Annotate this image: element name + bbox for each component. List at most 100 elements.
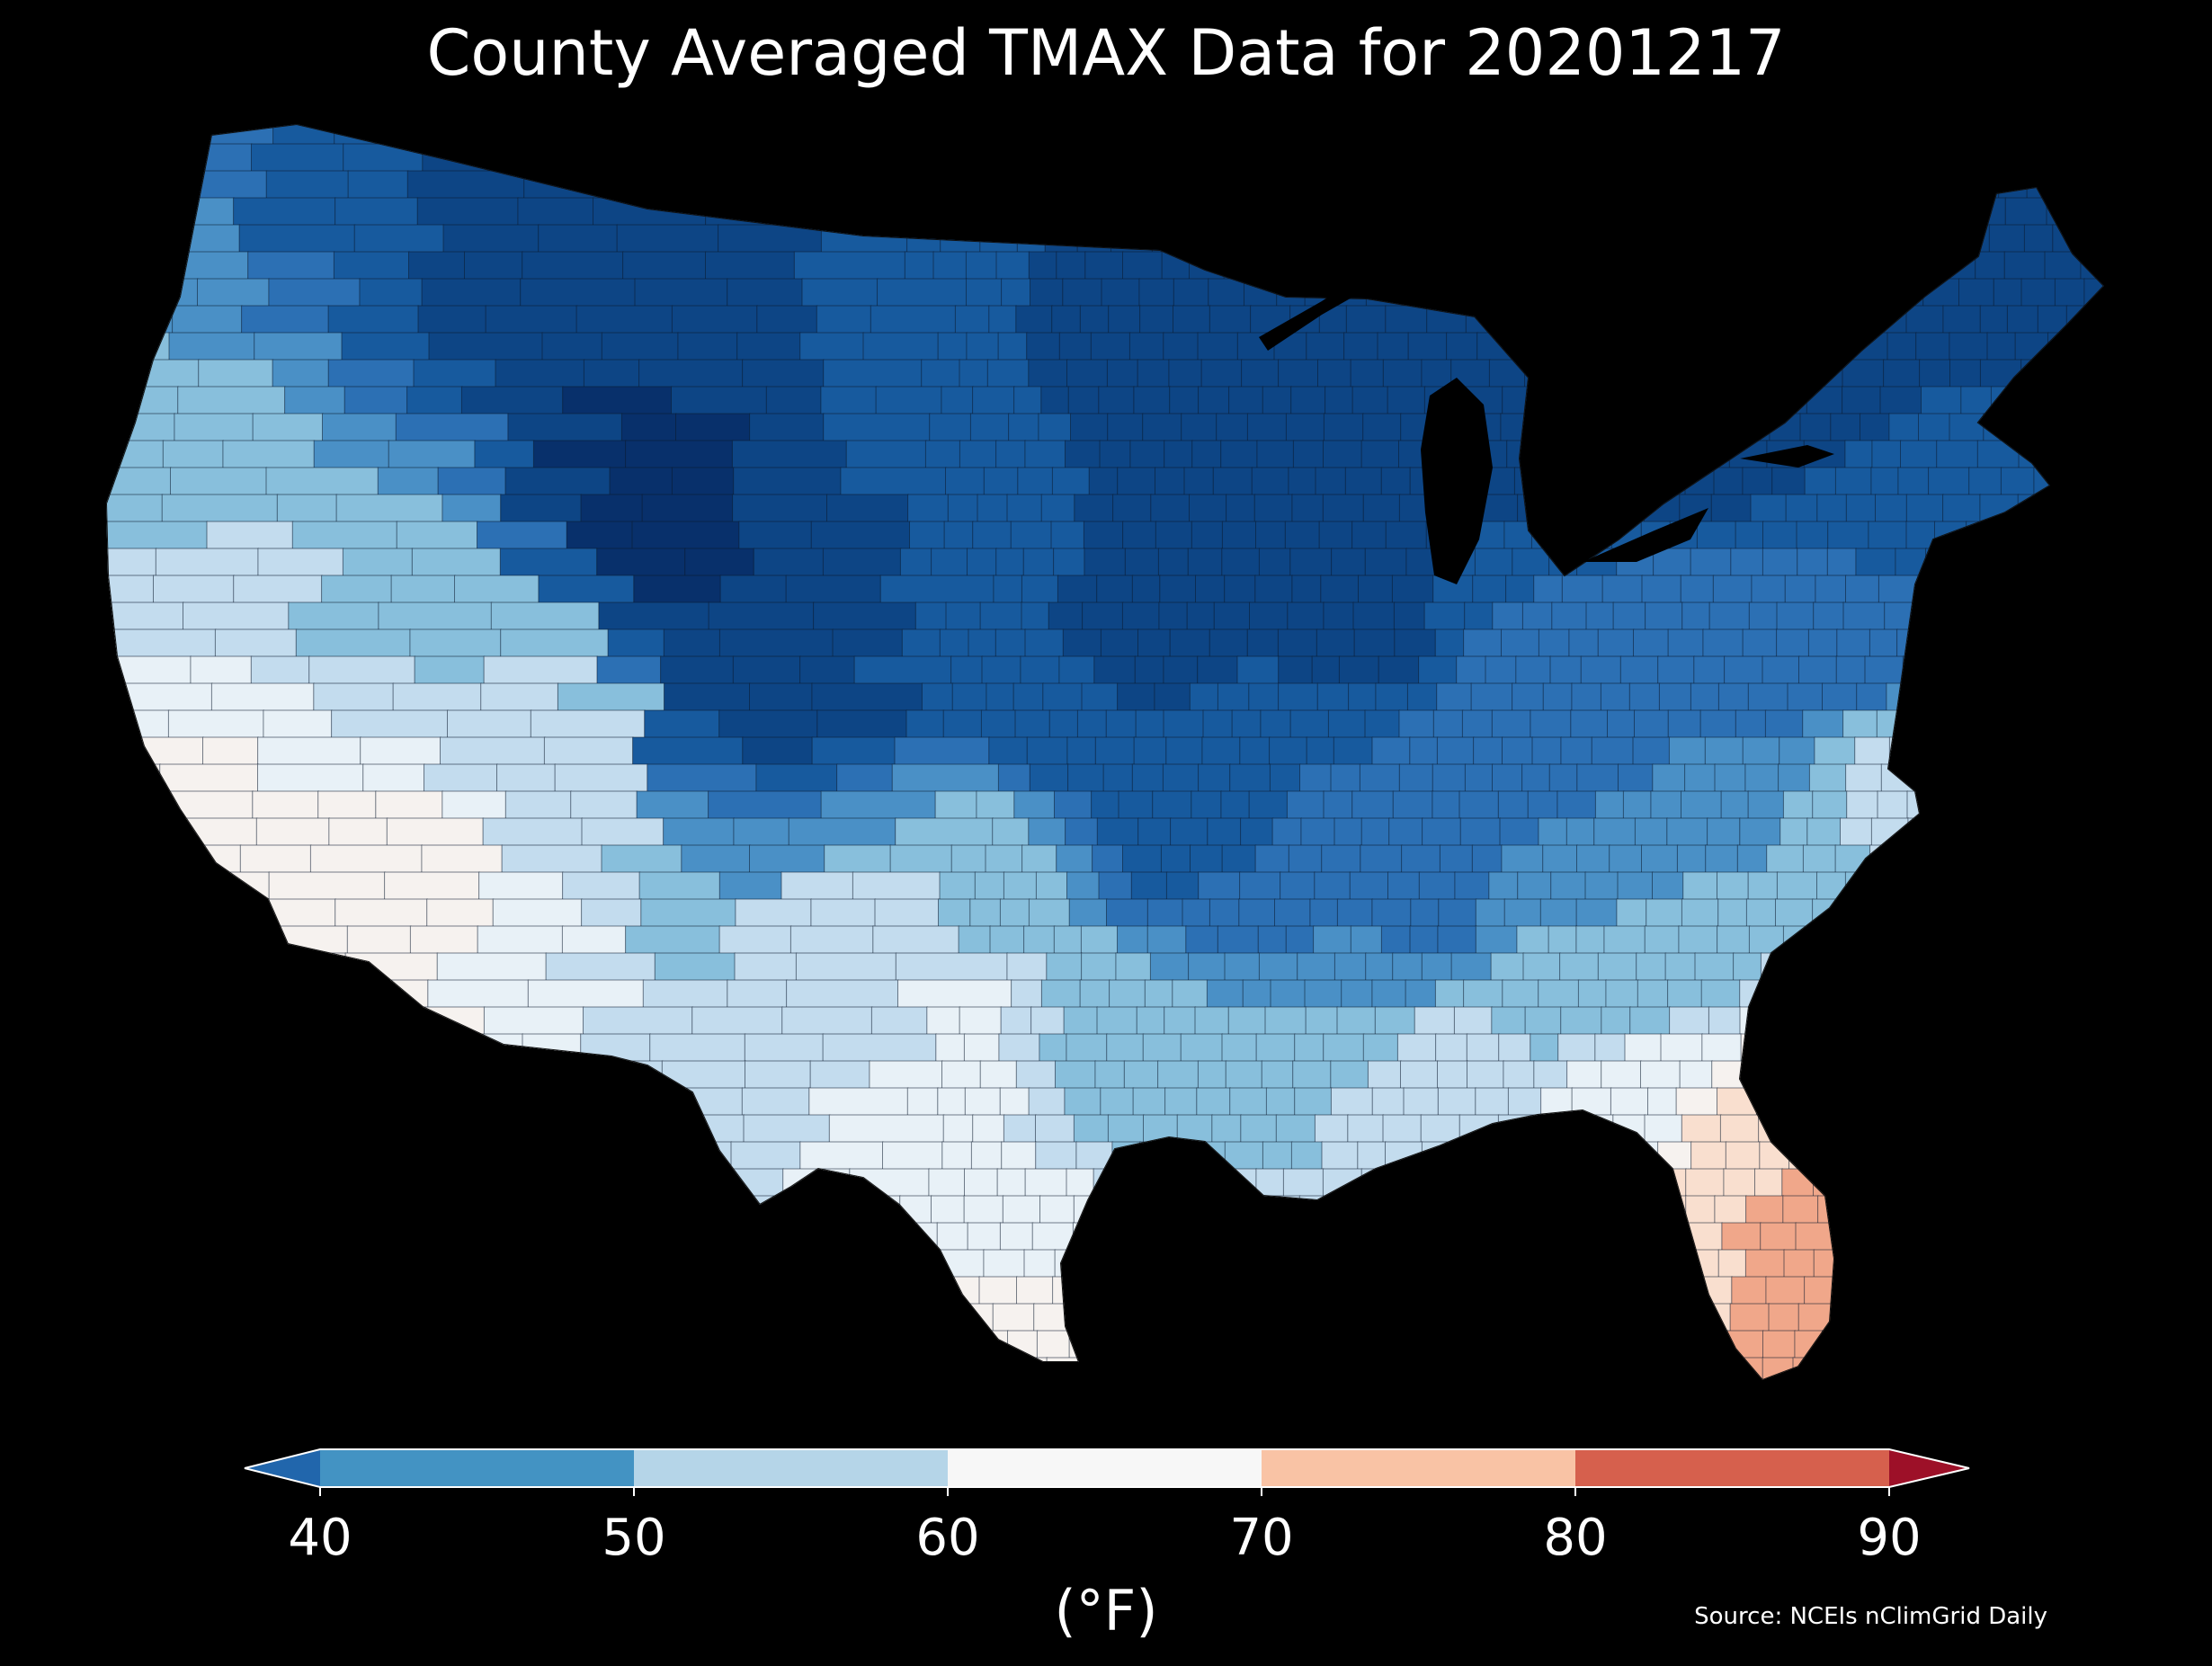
county-cell bbox=[1733, 952, 1762, 982]
county-cell bbox=[1521, 763, 1551, 793]
county-cell bbox=[106, 1060, 160, 1108]
county-cell bbox=[1335, 170, 1368, 214]
county-cell bbox=[1979, 494, 2020, 538]
county-cell bbox=[1063, 1006, 1098, 1036]
county-cell bbox=[1282, 1168, 1325, 1198]
county-cell bbox=[335, 1195, 429, 1243]
county-cell bbox=[1804, 1276, 1842, 1305]
county-cell bbox=[964, 1168, 999, 1198]
county-cell bbox=[1711, 1060, 1753, 1090]
county-cell bbox=[2076, 1276, 2104, 1305]
county-cell bbox=[481, 1195, 549, 1243]
county-cell bbox=[1802, 709, 1844, 739]
county-cell bbox=[1781, 1168, 1815, 1198]
county-cell bbox=[1571, 682, 1602, 712]
county-cell bbox=[2087, 709, 2104, 739]
county-cell bbox=[1132, 1249, 1163, 1278]
county-cell bbox=[1886, 682, 1928, 712]
county-cell bbox=[2098, 305, 2104, 349]
county-cell bbox=[989, 170, 1031, 214]
county-cell bbox=[1306, 736, 1335, 766]
county-cell bbox=[1182, 898, 1211, 928]
county-cell bbox=[2106, 926, 2139, 954]
county-cell bbox=[106, 979, 162, 1027]
county-cell bbox=[1117, 925, 1149, 955]
county-cell bbox=[963, 1033, 1001, 1063]
county-cell bbox=[1073, 1114, 1110, 1144]
county-cell bbox=[1791, 1060, 1829, 1090]
county-cell bbox=[1385, 1141, 1423, 1171]
county-cell bbox=[1503, 305, 1540, 349]
county-cell bbox=[2101, 521, 2104, 565]
county-cell bbox=[1068, 898, 1108, 928]
county-cell bbox=[1458, 790, 1500, 820]
county-cell bbox=[1721, 359, 1752, 403]
county-cell bbox=[1161, 1168, 1196, 1198]
county-cell bbox=[1173, 124, 1211, 160]
county-cell bbox=[1290, 1141, 1324, 1171]
county-cell bbox=[1584, 871, 1619, 901]
county-cell bbox=[1949, 1114, 1986, 1144]
county-cell bbox=[1213, 197, 1251, 241]
county-cell bbox=[1029, 197, 1071, 241]
county-cell bbox=[1702, 628, 1744, 658]
county-cell bbox=[1679, 1060, 1713, 1090]
county-cell bbox=[1800, 305, 1843, 349]
county-cell bbox=[1827, 1060, 1869, 1090]
county-cell bbox=[1531, 736, 1562, 766]
county-cell bbox=[1700, 979, 1741, 1009]
county-cell bbox=[1066, 1168, 1095, 1198]
county-cell bbox=[1775, 898, 1814, 928]
county-cell bbox=[1947, 790, 1986, 820]
county-cell bbox=[992, 817, 1030, 847]
county-cell bbox=[2066, 1060, 2104, 1090]
county-cell bbox=[1672, 197, 1708, 241]
county-cell bbox=[1416, 1330, 1449, 1359]
county-cell bbox=[1371, 1303, 1405, 1332]
county-cell bbox=[1652, 763, 1686, 793]
county-cell bbox=[106, 1195, 201, 1243]
county-cell bbox=[1835, 655, 1866, 685]
county-cell bbox=[2100, 871, 2104, 901]
county-cell bbox=[1002, 1195, 1041, 1225]
county-cell bbox=[1239, 871, 1281, 901]
county-cell bbox=[1485, 197, 1528, 241]
county-cell bbox=[1970, 628, 2012, 658]
county-cell bbox=[1657, 1141, 1692, 1171]
county-cell bbox=[2086, 979, 2104, 1009]
county-cell bbox=[1265, 1087, 1296, 1117]
county-cell bbox=[371, 1357, 461, 1380]
county-cell bbox=[1450, 952, 1493, 982]
county-cell bbox=[1574, 1114, 1614, 1144]
county-cell bbox=[1255, 1168, 1285, 1198]
county-cell bbox=[1122, 844, 1163, 874]
colorbar-over-arrow bbox=[1889, 1449, 1969, 1487]
county-cell bbox=[397, 1060, 509, 1108]
county-cell bbox=[1224, 952, 1261, 982]
county-cell bbox=[1622, 1357, 1658, 1380]
county-cell bbox=[1650, 790, 1682, 820]
county-cell bbox=[1752, 1060, 1794, 1090]
county-cell bbox=[1166, 1141, 1198, 1171]
county-cell bbox=[1583, 467, 1623, 511]
county-cell bbox=[1717, 682, 1750, 712]
county-cell bbox=[1137, 628, 1172, 658]
county-cell bbox=[1603, 1249, 1646, 1278]
county-cell bbox=[106, 1114, 183, 1162]
county-cell bbox=[2048, 1087, 2080, 1117]
county-cell bbox=[1714, 332, 1746, 376]
county-cell bbox=[1294, 1276, 1332, 1305]
county-cell bbox=[1822, 1330, 1852, 1359]
county-cell bbox=[1208, 1222, 1245, 1252]
county-cell bbox=[1270, 979, 1307, 1009]
county-cell bbox=[1693, 1357, 1723, 1380]
county-cell bbox=[964, 1087, 1002, 1117]
county-cell bbox=[1511, 1330, 1548, 1359]
county-cell bbox=[1930, 952, 1970, 982]
county-cell bbox=[2079, 575, 2104, 619]
county-cell bbox=[1573, 1222, 1614, 1252]
county-cell bbox=[1286, 251, 1318, 295]
county-cell bbox=[354, 1330, 451, 1377]
county-cell bbox=[1792, 1357, 1829, 1380]
county-cell bbox=[1842, 709, 1878, 739]
